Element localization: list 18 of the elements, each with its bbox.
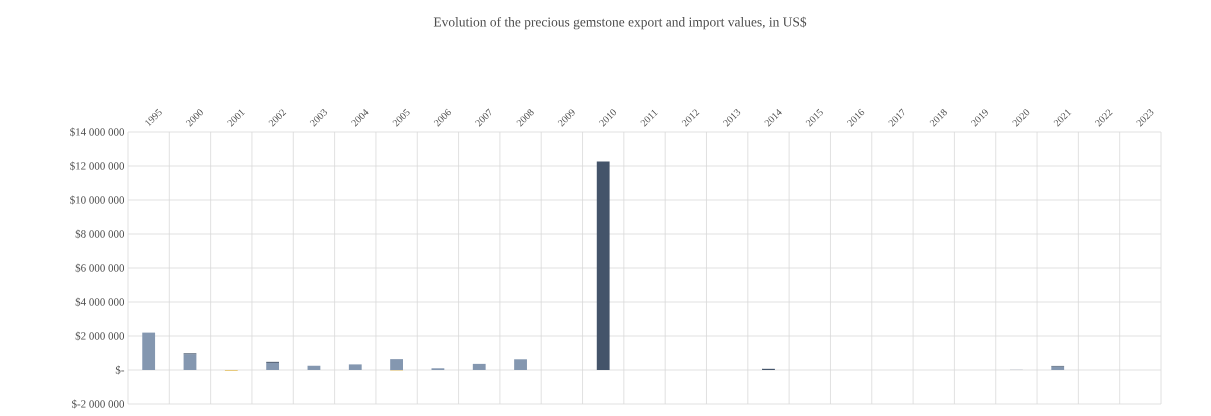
y-tick-label: $8 000 000 bbox=[75, 229, 125, 239]
y-tick-label: $-2 000 000 bbox=[71, 399, 125, 409]
bar bbox=[390, 359, 403, 370]
y-tick-label: $2 000 000 bbox=[75, 331, 125, 341]
bar bbox=[348, 364, 362, 370]
y-tick-label: $4 000 000 bbox=[75, 297, 125, 307]
bar bbox=[266, 362, 280, 370]
bar bbox=[142, 332, 156, 370]
y-tick-label: $6 000 000 bbox=[75, 263, 125, 273]
bar bbox=[472, 363, 486, 370]
chart-title: Evolution of the precious gemstone export and import values, in US$ bbox=[433, 16, 807, 30]
y-tick-label: $10 000 000 bbox=[70, 195, 125, 205]
y-tick-label: $14 000 000 bbox=[70, 127, 125, 137]
y-tick-label: $- bbox=[115, 365, 125, 375]
y-tick-label: $12 000 000 bbox=[70, 161, 125, 171]
bar bbox=[514, 359, 527, 370]
bar bbox=[596, 161, 610, 370]
bar bbox=[183, 354, 197, 370]
